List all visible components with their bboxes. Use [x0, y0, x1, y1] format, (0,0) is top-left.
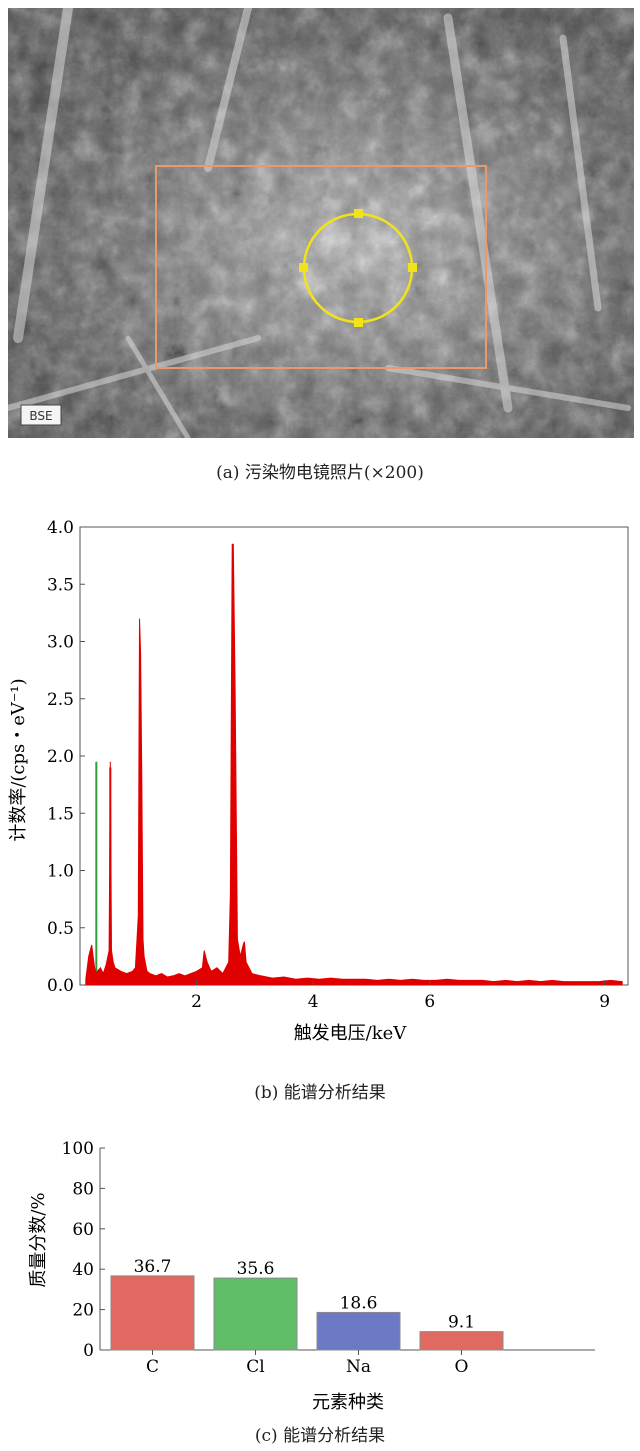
element-markers — [95, 761, 246, 985]
spectrum-ticks: 0.0 0.5 1.0 1.5 2.0 2.5 3.0 3.5 4.0 2 4 6 9 — [47, 518, 610, 1012]
caption-c: (c) 能谱分析结果 — [254, 1426, 386, 1446]
spectrum-y-tick-label: 1.0 — [47, 862, 74, 882]
spectrum-series — [85, 543, 623, 986]
spectrum-x-tick-label: 9 — [599, 992, 610, 1012]
bar-cl — [213, 1277, 298, 1351]
spectrum-y-tick-label: 2.5 — [47, 690, 74, 710]
bar-category-label: C — [146, 1357, 159, 1377]
spectrum-y-tick-label: 0.0 — [47, 976, 74, 996]
spectrum-x-axis-label: 触发电压/keV — [294, 1023, 408, 1044]
bar-value-label: 36.7 — [134, 1257, 172, 1277]
bar-value-label: 35.6 — [237, 1259, 275, 1279]
spectrum-y-tick-label: 3.5 — [47, 575, 74, 595]
spectrum-y-axis-label: 计数率/(cps・eV⁻¹) — [8, 678, 29, 841]
bar-y-tick-label: 20 — [72, 1301, 94, 1321]
spectrum-y-tick-label: 4.0 — [47, 518, 74, 538]
bar-category-label: Cl — [246, 1357, 264, 1377]
spectrum-y-tick-label: 0.5 — [47, 919, 74, 939]
circle-handle-left[interactable] — [299, 263, 308, 272]
spectrum-y-tick-label: 2.0 — [47, 747, 74, 767]
bar-na — [316, 1311, 401, 1351]
bar-c — [110, 1275, 195, 1351]
sem-micrograph: BSE — [8, 8, 634, 438]
bse-badge — [20, 404, 62, 426]
caption-b: (b) 能谱分析结果 — [254, 1083, 386, 1103]
eds-spectrum-chart: 0.0 0.5 1.0 1.5 2.0 2.5 3.0 3.5 4.0 2 4 6 9 计数率/(cps… — [8, 518, 629, 1044]
sem-fibers — [8, 8, 631, 438]
bar-y-tick-label: 60 — [72, 1220, 94, 1240]
circle-handle-right[interactable] — [408, 263, 417, 272]
circle-handle-top[interactable] — [354, 209, 363, 218]
spectrum-x-tick-label: 4 — [308, 992, 319, 1012]
bar-marks: 36.7 C 35.6 Cl 18.6 Na 9.1 O — [110, 1257, 504, 1377]
spectrum-axes — [79, 526, 629, 986]
bar-o — [419, 1331, 504, 1351]
bse-badge-label: BSE — [29, 409, 52, 423]
mass-fraction-chart: 0 20 40 60 80 100 36.7 C 35.6 Cl 18.6 Na 9.1 O 质量分数/… — [28, 1139, 595, 1413]
caption-a: (a) 污染物电镜照片(×200) — [216, 463, 424, 483]
bar-y-tick-label: 0 — [83, 1341, 94, 1361]
bar-y-tick-label: 80 — [72, 1179, 94, 1199]
bar-category-label: O — [455, 1357, 469, 1377]
spectrum-y-tick-label: 3.0 — [47, 633, 74, 653]
spectrum-series-area — [85, 543, 623, 986]
spectrum-frame — [79, 526, 629, 986]
bar-value-label: 18.6 — [340, 1293, 378, 1313]
spectrum-x-tick-label: 2 — [191, 992, 202, 1012]
bar-y-tick-label: 100 — [62, 1139, 94, 1159]
circle-handle-bottom[interactable] — [354, 318, 363, 327]
sem-shading — [8, 8, 634, 438]
bar-y-axis-label: 质量分数/% — [28, 1192, 49, 1287]
bar-value-label: 9.1 — [448, 1313, 475, 1333]
bar-category-label: Na — [346, 1357, 371, 1377]
bar-y-tick-label: 40 — [72, 1260, 94, 1280]
region-box — [155, 165, 487, 369]
bar-x-axis-label: 元素种类 — [312, 1392, 384, 1413]
spectrum-y-tick-label: 1.5 — [47, 804, 74, 824]
spectrum-x-tick-label: 6 — [424, 992, 435, 1012]
